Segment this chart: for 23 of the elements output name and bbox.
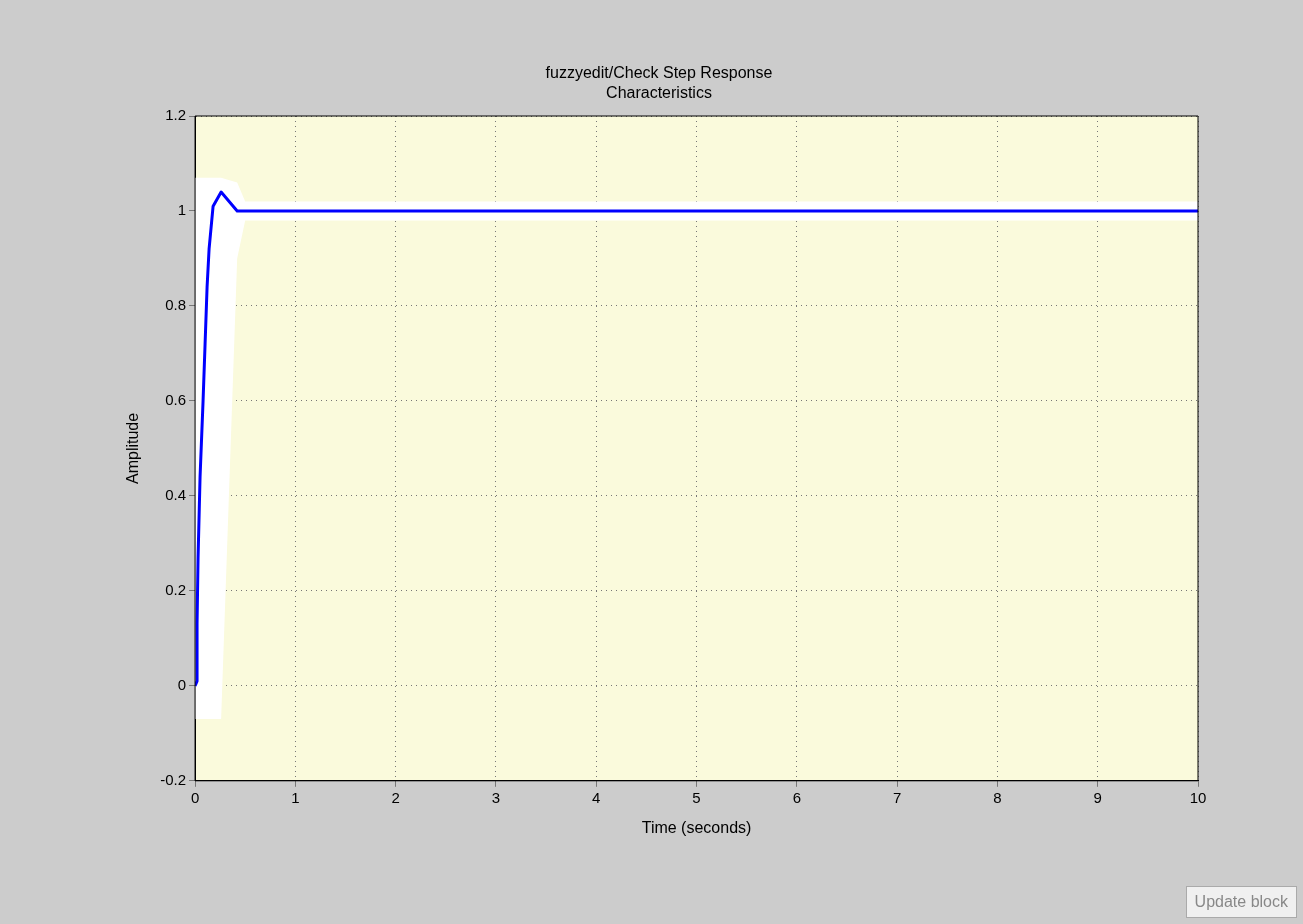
x-tick-label: 5	[692, 788, 701, 806]
x-tick-label: 2	[391, 788, 400, 806]
y-tick-label: 0.8	[165, 296, 187, 314]
x-tick-label: 8	[993, 788, 1002, 806]
x-tick-label: 6	[792, 788, 801, 806]
y-tick-label: -0.2	[160, 770, 187, 788]
y-tick-label: 0.4	[165, 486, 187, 504]
x-axis-title: Time (seconds)	[641, 818, 752, 836]
y-tick-label: 1.2	[165, 106, 187, 124]
x-tick-label: 9	[1093, 788, 1102, 806]
y-tick-label: 0	[177, 675, 187, 693]
x-tick-label: 0	[190, 788, 200, 806]
y-axis-title: Amplitude	[124, 412, 142, 484]
x-tick-label: 7	[892, 788, 902, 806]
text: Update block	[1185, 886, 1297, 918]
y-tick-label: 0.2	[165, 581, 187, 598]
chart-title: fuzzyedit/Check Step Response Characteristics	[545, 64, 773, 102]
y-tick-label: 1	[177, 201, 187, 219]
x-tick-label: 1	[291, 788, 300, 806]
x-tick-label: 3	[491, 788, 501, 806]
y-tick-label: 0.6	[165, 391, 187, 409]
x-tick-label: 4	[592, 788, 601, 806]
x-tick-label: 10	[1189, 788, 1207, 806]
